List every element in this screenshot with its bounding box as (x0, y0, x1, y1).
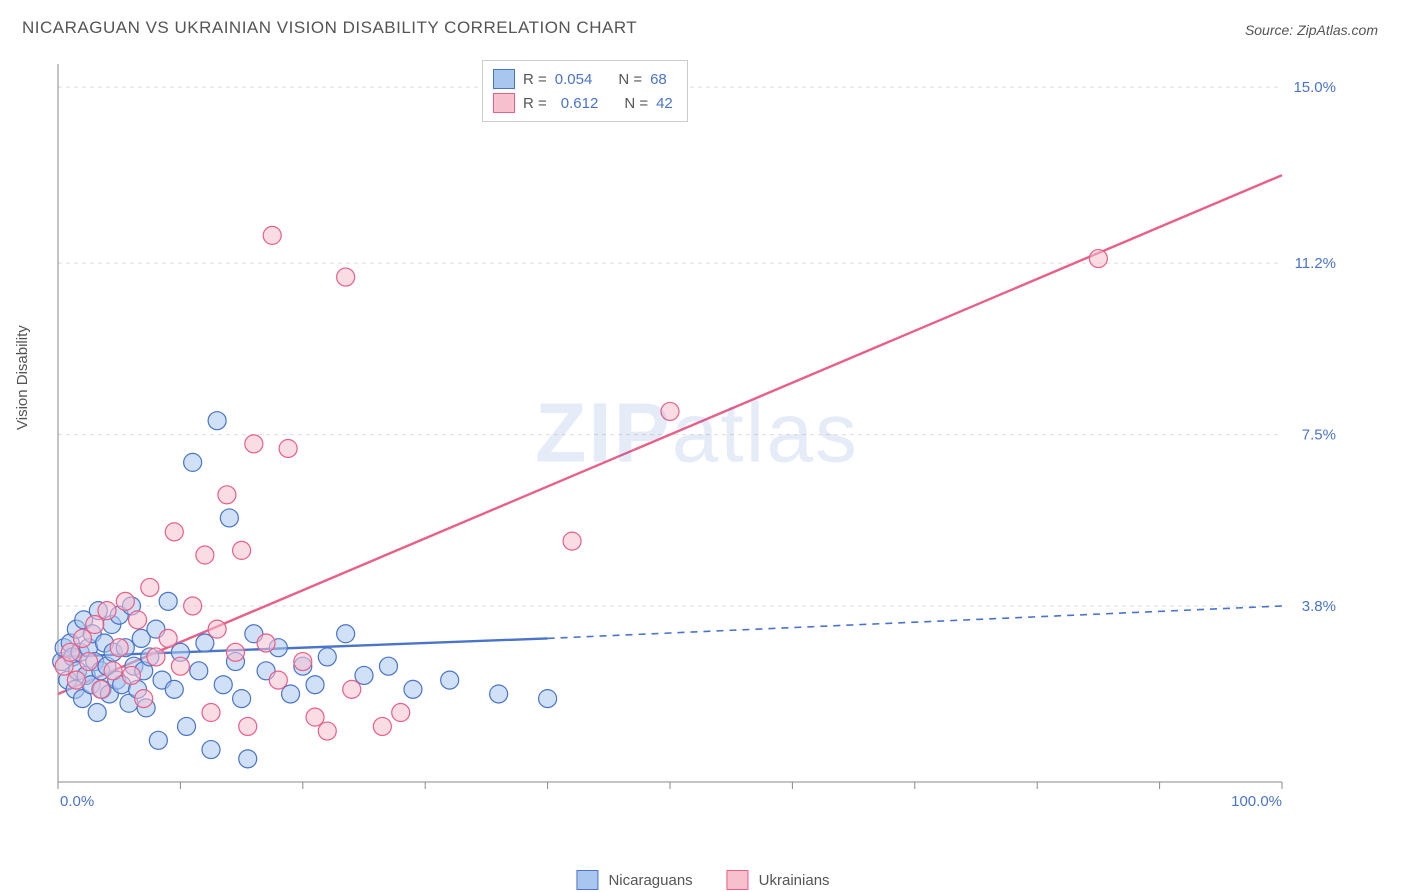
n-value-b: 42 (656, 95, 673, 112)
stats-row-b: R = 0.612 N = 42 (493, 91, 673, 115)
r-label: R = (523, 71, 547, 88)
legend-label-b: Ukrainians (759, 872, 830, 889)
n-label: N = (624, 95, 648, 112)
n-value-a: 68 (650, 71, 667, 88)
scatter-chart-svg: 3.8% 7.5% 11.2% 15.0% 0.0% 100.0% (52, 58, 1342, 818)
legend-label-a: Nicaraguans (608, 872, 692, 889)
legend-item-a: Nicaraguans (576, 870, 692, 890)
svg-text:0.0%: 0.0% (60, 793, 94, 810)
svg-text:3.8%: 3.8% (1302, 598, 1336, 615)
swatch-series-a (493, 69, 515, 89)
svg-text:7.5%: 7.5% (1302, 427, 1336, 444)
stats-legend-box: R = 0.054 N = 68 R = 0.612 N = 42 (482, 60, 688, 122)
source-attribution: Source: ZipAtlas.com (1245, 22, 1378, 38)
svg-text:11.2%: 11.2% (1295, 255, 1336, 272)
r-value-b: 0.612 (561, 95, 599, 112)
svg-text:15.0%: 15.0% (1293, 79, 1336, 96)
n-label: N = (618, 71, 642, 88)
swatch-series-b (493, 93, 515, 113)
chart-title: NICARAGUAN VS UKRAINIAN VISION DISABILIT… (22, 18, 637, 38)
bottom-legend: Nicaraguans Ukrainians (576, 870, 829, 890)
r-label: R = (523, 95, 547, 112)
r-value-a: 0.054 (555, 71, 593, 88)
chart-area: 3.8%7.5%11.2%15.0%0.0%100.0% ZIPatlas R … (52, 58, 1342, 818)
y-axis-label: Vision Disability (14, 325, 31, 430)
stats-row-a: R = 0.054 N = 68 (493, 67, 673, 91)
legend-item-b: Ukrainians (727, 870, 830, 890)
swatch-series-a (576, 870, 598, 890)
svg-text:100.0%: 100.0% (1231, 793, 1282, 810)
swatch-series-b (727, 870, 749, 890)
